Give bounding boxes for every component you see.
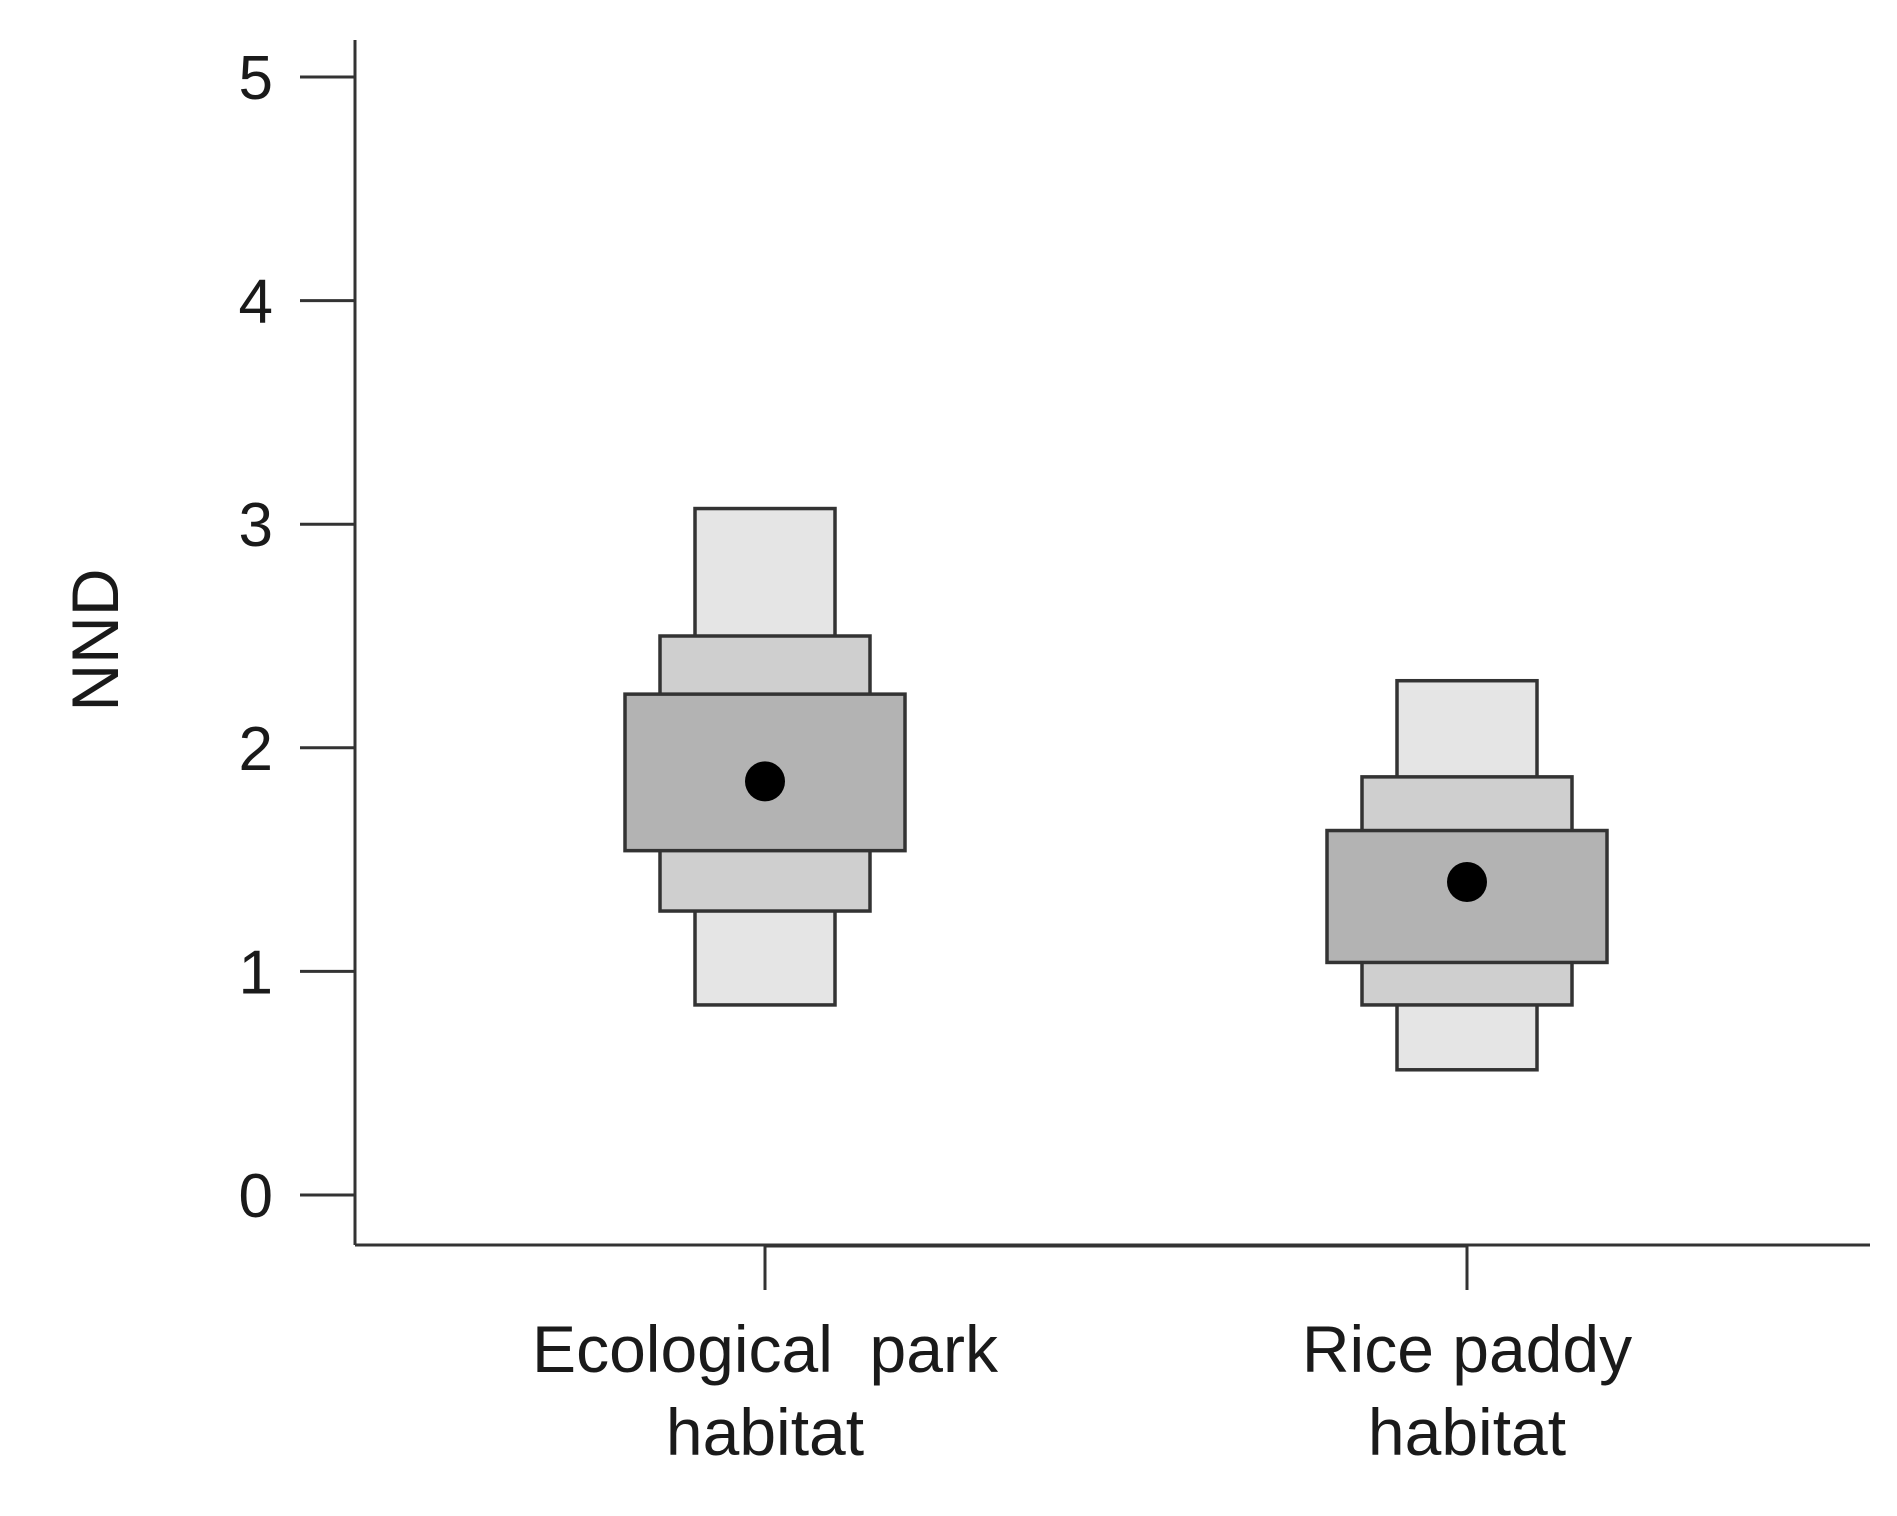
y-tick-label: 4 — [239, 268, 273, 337]
x-category-label: Ecological park — [532, 1312, 999, 1386]
x-categories: Ecological park habitat Rice paddy habitat — [532, 1245, 1632, 1469]
x-category-label: habitat — [666, 1395, 864, 1469]
medians-layer — [745, 761, 1487, 902]
median-point — [745, 761, 785, 802]
y-tick-label: 1 — [239, 938, 273, 1007]
y-tick-label: 2 — [239, 715, 273, 784]
axes-layer — [353, 40, 1870, 1248]
y-tick-label: 5 — [239, 44, 273, 113]
y-axis-title: NND — [58, 569, 132, 712]
x-category-label: Rice paddy — [1302, 1312, 1632, 1386]
y-tick-label: 3 — [239, 491, 273, 560]
y-ticks: 0 1 2 3 4 5 — [239, 44, 355, 1231]
median-point — [1447, 861, 1487, 902]
y-tick-label: 0 — [239, 1162, 273, 1231]
x-category-label: habitat — [1368, 1395, 1566, 1469]
